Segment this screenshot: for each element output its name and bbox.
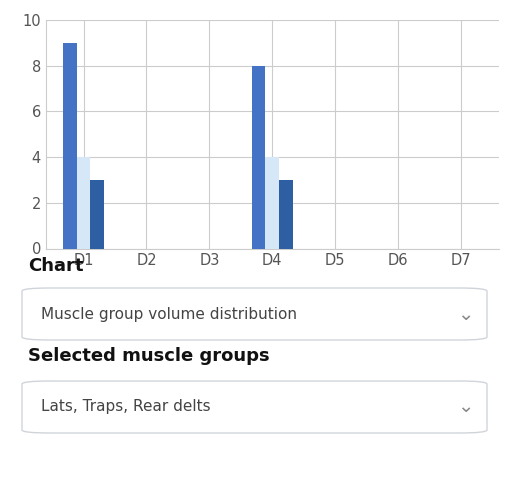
Bar (91, 180, 104, 248)
Text: Lats, Traps, Rear delts: Lats, Traps, Rear delts (41, 400, 210, 414)
Bar (77, 157, 91, 248)
Text: ⌄: ⌄ (457, 398, 473, 416)
Bar (265, 157, 279, 248)
Bar (251, 66, 265, 248)
Text: Selected muscle groups: Selected muscle groups (28, 347, 270, 365)
Text: Chart: Chart (28, 257, 83, 275)
Text: Muscle group volume distribution: Muscle group volume distribution (41, 307, 297, 322)
Bar (63, 43, 77, 248)
Text: ⌄: ⌄ (457, 305, 473, 324)
Bar (279, 180, 293, 248)
